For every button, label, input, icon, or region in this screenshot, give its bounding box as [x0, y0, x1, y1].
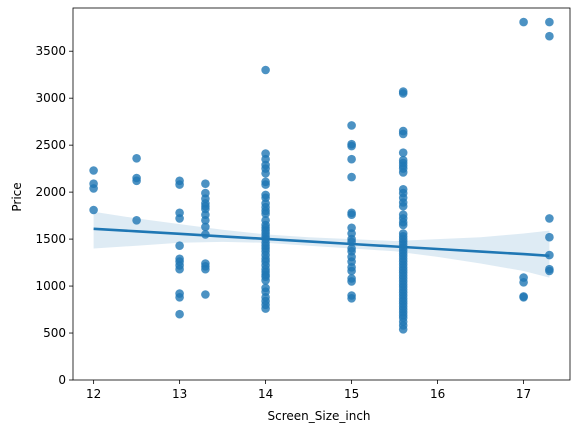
data-point	[201, 222, 210, 232]
x-tick-label: 13	[172, 387, 187, 401]
x-tick-label: 15	[344, 387, 359, 401]
data-point	[347, 294, 356, 303]
data-point	[519, 293, 528, 302]
data-point	[261, 65, 270, 75]
confidence-band	[93, 211, 550, 278]
confidence-band-area	[93, 211, 550, 278]
data-point	[347, 141, 356, 151]
x-tick-label: 12	[86, 387, 101, 401]
data-points	[89, 17, 554, 334]
x-axis-label: Screen_Size_inch	[267, 409, 370, 423]
data-point	[261, 209, 270, 218]
data-point	[261, 276, 270, 285]
data-point	[175, 214, 184, 223]
y-tick-label: 2500	[35, 138, 66, 152]
y-tick-label: 2000	[35, 185, 66, 199]
data-point	[347, 266, 356, 276]
data-point	[89, 166, 98, 175]
data-point	[175, 309, 184, 319]
data-point	[347, 277, 356, 286]
data-point	[261, 304, 270, 313]
y-tick-label: 0	[58, 373, 66, 387]
x-tick-label: 14	[258, 387, 273, 401]
plot-frame	[72, 7, 571, 381]
data-point	[132, 176, 141, 186]
y-tick-label: 1500	[35, 232, 66, 246]
x-tick-label: 17	[516, 387, 531, 401]
data-point	[89, 184, 98, 193]
axes: 12 13 14 15 16 17 0 500 1000 1500 2000 2500 3000 3500	[35, 7, 571, 401]
data-point	[519, 278, 528, 287]
data-point	[545, 214, 554, 223]
data-point	[175, 264, 184, 274]
data-point	[347, 154, 356, 164]
data-point	[545, 232, 554, 242]
data-point	[201, 216, 210, 225]
data-point	[347, 210, 356, 219]
data-point	[519, 17, 528, 27]
data-point	[132, 216, 141, 225]
data-point	[132, 154, 141, 163]
data-point	[398, 220, 408, 230]
data-point	[201, 179, 210, 188]
data-point	[175, 180, 184, 189]
data-point	[89, 205, 98, 215]
data-point	[398, 325, 408, 334]
y-axis-label: Price	[10, 182, 24, 211]
data-point	[398, 148, 408, 157]
y-tick-label: 3000	[35, 91, 66, 105]
data-point	[201, 264, 210, 274]
data-point	[261, 180, 270, 189]
y-tick-label: 3500	[35, 44, 66, 58]
y-tick-label: 1000	[35, 279, 66, 293]
data-point	[175, 293, 184, 302]
data-point	[347, 121, 356, 130]
y-tick-label: 500	[43, 326, 66, 340]
data-point	[398, 168, 408, 177]
data-point	[545, 17, 554, 27]
data-point	[545, 266, 554, 276]
data-point	[201, 290, 210, 299]
data-point	[261, 169, 270, 178]
regression-line	[93, 227, 550, 258]
data-point	[398, 89, 408, 98]
regression-line-path	[93, 227, 550, 258]
data-point	[398, 129, 408, 139]
data-point	[175, 241, 184, 250]
data-point	[545, 31, 554, 41]
data-point	[347, 172, 356, 182]
data-point	[398, 201, 408, 211]
x-tick-label: 16	[430, 387, 445, 401]
